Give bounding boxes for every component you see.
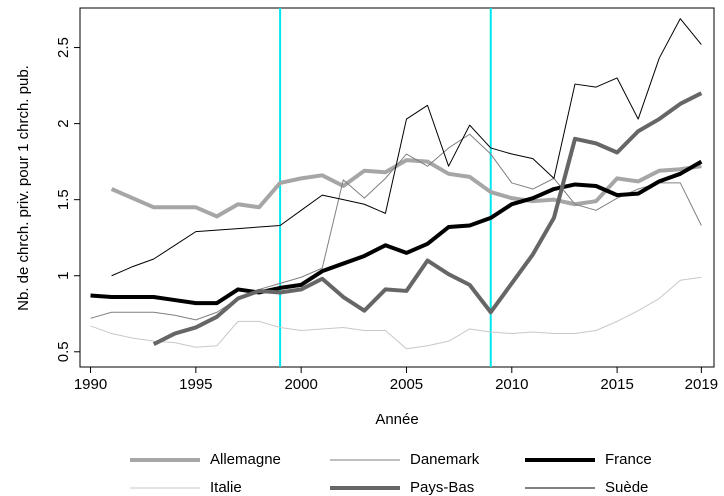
series-line bbox=[90, 159, 703, 306]
plot-frame bbox=[79, 7, 715, 368]
x-tick-label: 2015 bbox=[600, 376, 633, 393]
series-line bbox=[110, 158, 702, 219]
x-tick-label: 1990 bbox=[74, 376, 107, 393]
x-tick-label: 2010 bbox=[495, 376, 528, 393]
legend-label: Pays-Bas bbox=[410, 479, 474, 496]
series-line bbox=[111, 18, 702, 277]
series-line bbox=[90, 276, 702, 350]
legend-label: Suède bbox=[605, 479, 648, 496]
x-tick-label: 2005 bbox=[390, 376, 423, 393]
series-line bbox=[152, 91, 703, 346]
y-axis-label: Nb. de chrch. priv. pour 1 chrch. pub. bbox=[15, 65, 32, 311]
y-tick-label: 2 bbox=[55, 119, 72, 127]
x-axis-label: Année bbox=[375, 411, 418, 428]
x-tick-label: 2019 bbox=[685, 376, 718, 393]
y-tick-label: 1 bbox=[55, 272, 72, 280]
legend-label: Danemark bbox=[410, 451, 480, 468]
legend-label: Italie bbox=[210, 479, 242, 496]
legend-label: France bbox=[605, 451, 652, 468]
y-tick-label: 1.5 bbox=[55, 189, 72, 210]
x-tick-label: 2000 bbox=[284, 376, 317, 393]
legend-label: Allemagne bbox=[210, 451, 281, 468]
y-tick-label: 0.5 bbox=[55, 341, 72, 362]
x-tick-label: 1995 bbox=[179, 376, 212, 393]
y-tick-label: 2.5 bbox=[55, 37, 72, 58]
